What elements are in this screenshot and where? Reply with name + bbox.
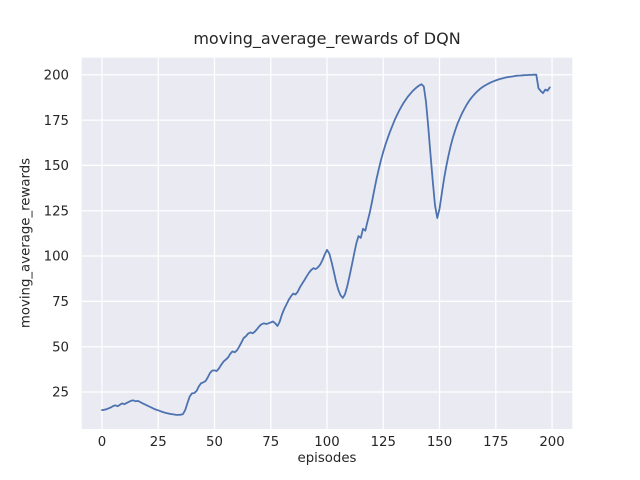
y-tick-label: 200	[44, 68, 69, 83]
x-tick-label: 150	[427, 435, 452, 450]
chart-title: moving_average_rewards of DQN	[193, 29, 461, 48]
y-tick-label: 100	[44, 250, 69, 265]
x-tick-label: 50	[206, 435, 223, 450]
y-tick-label: 150	[44, 159, 69, 174]
x-tick-label: 25	[150, 435, 167, 450]
y-tick-label: 25	[52, 386, 69, 401]
x-tick-label: 100	[314, 435, 339, 450]
x-tick-label: 200	[539, 435, 564, 450]
y-tick-labels: 25 50 75 100 125 150 175 200	[44, 68, 69, 400]
y-axis-label: moving_average_rewards	[18, 157, 34, 329]
y-tick-label: 50	[52, 340, 69, 355]
dqn-reward-line	[101, 73, 551, 416]
x-tick-label: 75	[262, 435, 279, 450]
x-tick-label: 175	[483, 435, 508, 450]
x-axis-label: episodes	[297, 451, 357, 466]
y-tick-label: 125	[44, 204, 69, 219]
x-tick-label: 125	[371, 435, 396, 450]
x-tick-label: 0	[98, 435, 106, 450]
y-tick-label: 75	[52, 295, 69, 310]
x-tick-labels: 0 25 50 75 100 125 150 175 200	[98, 435, 565, 450]
gridlines	[81, 57, 573, 429]
y-tick-label: 175	[44, 114, 69, 129]
